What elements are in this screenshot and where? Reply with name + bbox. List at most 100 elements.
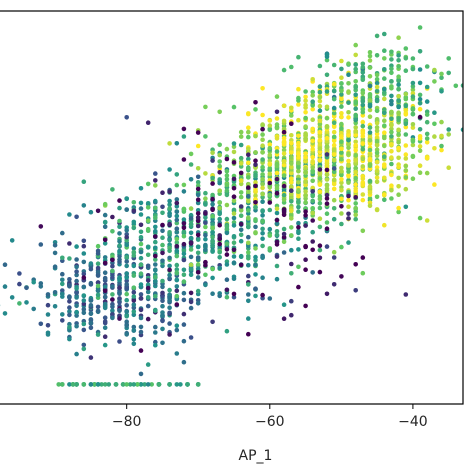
scatter-point (145, 289, 151, 295)
scatter-point (353, 117, 359, 123)
scatter-point (260, 191, 265, 197)
scatter-point (410, 176, 416, 181)
scatter-point (424, 119, 430, 125)
scatter-point (210, 230, 215, 235)
scatter-point (9, 295, 15, 300)
scatter-point (231, 207, 237, 213)
scatter-point (339, 172, 344, 178)
scatter-point (246, 253, 251, 259)
scatter-point (210, 222, 215, 227)
scatter-point (410, 84, 416, 89)
scatter-point (281, 67, 287, 73)
scatter-point (60, 318, 65, 323)
scatter-point (60, 288, 65, 293)
scatter-point (246, 166, 251, 171)
scatter-point (217, 233, 222, 238)
scatter-point (439, 75, 444, 80)
scatter-point (303, 155, 308, 160)
scatter-point (260, 132, 265, 137)
scatter-point (468, 90, 473, 95)
scatter-point (403, 56, 409, 61)
scatter-point (124, 323, 129, 328)
scatter-point (324, 163, 330, 168)
scatter-point (217, 241, 222, 247)
scatter-point (210, 243, 215, 248)
scatter-point (145, 382, 151, 387)
scatter-point (289, 191, 294, 197)
scatter-point (274, 190, 280, 196)
scatter-point (289, 161, 294, 166)
scatter-point (238, 190, 244, 195)
scatter-point (38, 321, 44, 327)
scatter-point (60, 281, 65, 287)
scatter-point (324, 291, 330, 297)
scatter-point (181, 225, 187, 231)
scatter-point (396, 209, 401, 215)
scatter-point (238, 129, 244, 135)
scatter-point (339, 130, 344, 136)
scatter-point (296, 86, 301, 92)
scatter-point (81, 259, 87, 265)
scatter-point (339, 58, 344, 64)
scatter-point (274, 186, 280, 191)
scatter-point (131, 200, 137, 205)
scatter-point (110, 263, 115, 269)
scatter-point (88, 303, 94, 308)
scatter-point (289, 176, 294, 181)
scatter-point (389, 155, 394, 160)
scatter-points (0, 25, 473, 387)
scatter-point (131, 312, 137, 318)
scatter-point (296, 98, 301, 103)
scatter-point (117, 224, 122, 229)
scatter-point (417, 97, 423, 102)
scatter-point (310, 99, 316, 104)
scatter-point (389, 116, 394, 122)
scatter-point (203, 236, 208, 242)
scatter-point (188, 216, 194, 221)
scatter-point (374, 120, 380, 126)
scatter-point (52, 304, 58, 309)
scatter-point (281, 118, 287, 124)
scatter-point (138, 271, 144, 277)
scatter-point (289, 208, 294, 214)
scatter-point (339, 274, 344, 279)
scatter-point (389, 183, 394, 188)
scatter-point (296, 188, 301, 193)
scatter-point (267, 118, 273, 123)
scatter-point (260, 199, 265, 204)
scatter-point (231, 291, 237, 297)
scatter-point (289, 164, 294, 170)
scatter-point (324, 172, 330, 177)
scatter-point (296, 220, 301, 226)
scatter-point (339, 134, 344, 139)
scatter-point (317, 84, 323, 89)
scatter-point (374, 138, 380, 144)
scatter-point (167, 189, 172, 194)
scatter-point (432, 182, 437, 187)
scatter-point (174, 327, 180, 333)
scatter-point (410, 91, 416, 96)
scatter-point (138, 235, 144, 240)
scatter-point (124, 303, 129, 308)
scatter-point (446, 132, 452, 137)
scatter-point (353, 212, 359, 218)
scatter-point (267, 123, 273, 128)
scatter-point (253, 162, 258, 168)
scatter-point (374, 53, 380, 58)
scatter-point (281, 209, 287, 215)
scatter-point (289, 271, 294, 276)
scatter-point (382, 192, 387, 197)
scatter-point (374, 72, 380, 78)
scatter-point (238, 181, 244, 187)
scatter-point (95, 265, 101, 271)
scatter-point (102, 305, 108, 311)
scatter-point (45, 292, 51, 297)
scatter-point (67, 336, 72, 342)
scatter-point (124, 297, 129, 303)
scatter-point (260, 181, 265, 187)
scatter-point (238, 213, 244, 218)
scatter-point (360, 192, 366, 197)
scatter-point (124, 234, 129, 240)
scatter-point (396, 175, 401, 181)
scatter-point (432, 146, 437, 151)
